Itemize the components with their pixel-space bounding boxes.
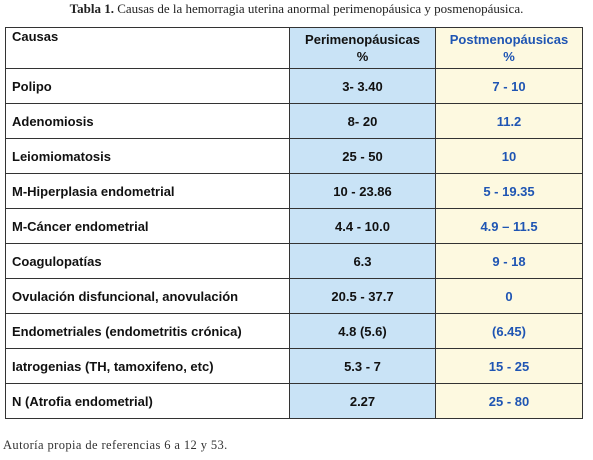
- cell-peri: 20.5 - 37.7: [289, 278, 436, 314]
- cell-peri: 8- 20: [289, 103, 436, 139]
- table-footer-source: Autoría propia de referencias 6 a 12 y 5…: [3, 438, 228, 452]
- cell-causa: Leiomiomatosis: [5, 138, 290, 174]
- cell-peri: 2.27: [289, 383, 436, 419]
- table-row: Adenomiosis 8- 20 11.2: [5, 103, 583, 139]
- cell-causa: Coagulopatías: [5, 243, 290, 279]
- cell-peri: 6.3: [289, 243, 436, 279]
- table-header-row: Causas Perimenopáusicas% Postmenopáusica…: [5, 27, 583, 69]
- cell-causa: M-Cáncer endometrial: [5, 208, 290, 244]
- table-row: Iatrogenias (TH, tamoxifeno, etc) 5.3 - …: [5, 348, 583, 384]
- cell-peri: 25 - 50: [289, 138, 436, 174]
- table-row: Ovulación disfuncional, anovulación 20.5…: [5, 278, 583, 314]
- table-caption: Tabla 1. Causas de la hemorragia uterina…: [4, 1, 589, 17]
- cell-causa: Ovulación disfuncional, anovulación: [5, 278, 290, 314]
- cell-post: 0: [435, 278, 583, 314]
- cell-post: (6.45): [435, 313, 583, 349]
- cell-post: 5 - 19.35: [435, 173, 583, 209]
- cell-post: 10: [435, 138, 583, 174]
- cell-peri: 10 - 23.86: [289, 173, 436, 209]
- cell-post: 25 - 80: [435, 383, 583, 419]
- cell-post: 11.2: [435, 103, 583, 139]
- caption-label: Tabla 1.: [69, 1, 114, 16]
- header-perimenopausicas: Perimenopáusicas%: [289, 27, 436, 69]
- header-causas: Causas: [5, 27, 290, 69]
- cell-post: 7 - 10: [435, 68, 583, 104]
- cell-causa: M-Hiperplasia endometrial: [5, 173, 290, 209]
- table-row: Coagulopatías 6.3 9 - 18: [5, 243, 583, 279]
- table-row: M-Hiperplasia endometrial 10 - 23.86 5 -…: [5, 173, 583, 209]
- table-row: Leiomiomatosis 25 - 50 10: [5, 138, 583, 174]
- table-row: M-Cáncer endometrial 4.4 - 10.0 4.9 – 11…: [5, 208, 583, 244]
- cell-peri: 5.3 - 7: [289, 348, 436, 384]
- caption-text: Causas de la hemorragia uterina anormal …: [117, 1, 524, 16]
- cell-post: 9 - 18: [435, 243, 583, 279]
- causes-table: Causas Perimenopáusicas% Postmenopáusica…: [5, 27, 583, 419]
- table-row: Polipo 3- 3.40 7 - 10: [5, 68, 583, 104]
- cell-peri: 4.8 (5.6): [289, 313, 436, 349]
- cell-causa: Adenomiosis: [5, 103, 290, 139]
- cell-post: 4.9 – 11.5: [435, 208, 583, 244]
- header-postmenopausicas: Postmenopáusicas%: [435, 27, 583, 69]
- table-row: Endometriales (endometritis crónica) 4.8…: [5, 313, 583, 349]
- cell-causa: Iatrogenias (TH, tamoxifeno, etc): [5, 348, 290, 384]
- cell-causa: Polipo: [5, 68, 290, 104]
- cell-post: 15 - 25: [435, 348, 583, 384]
- cell-peri: 4.4 - 10.0: [289, 208, 436, 244]
- cell-causa: N (Atrofia endometrial): [5, 383, 290, 419]
- table-row: N (Atrofia endometrial) 2.27 25 - 80: [5, 383, 583, 419]
- cell-peri: 3- 3.40: [289, 68, 436, 104]
- cell-causa: Endometriales (endometritis crónica): [5, 313, 290, 349]
